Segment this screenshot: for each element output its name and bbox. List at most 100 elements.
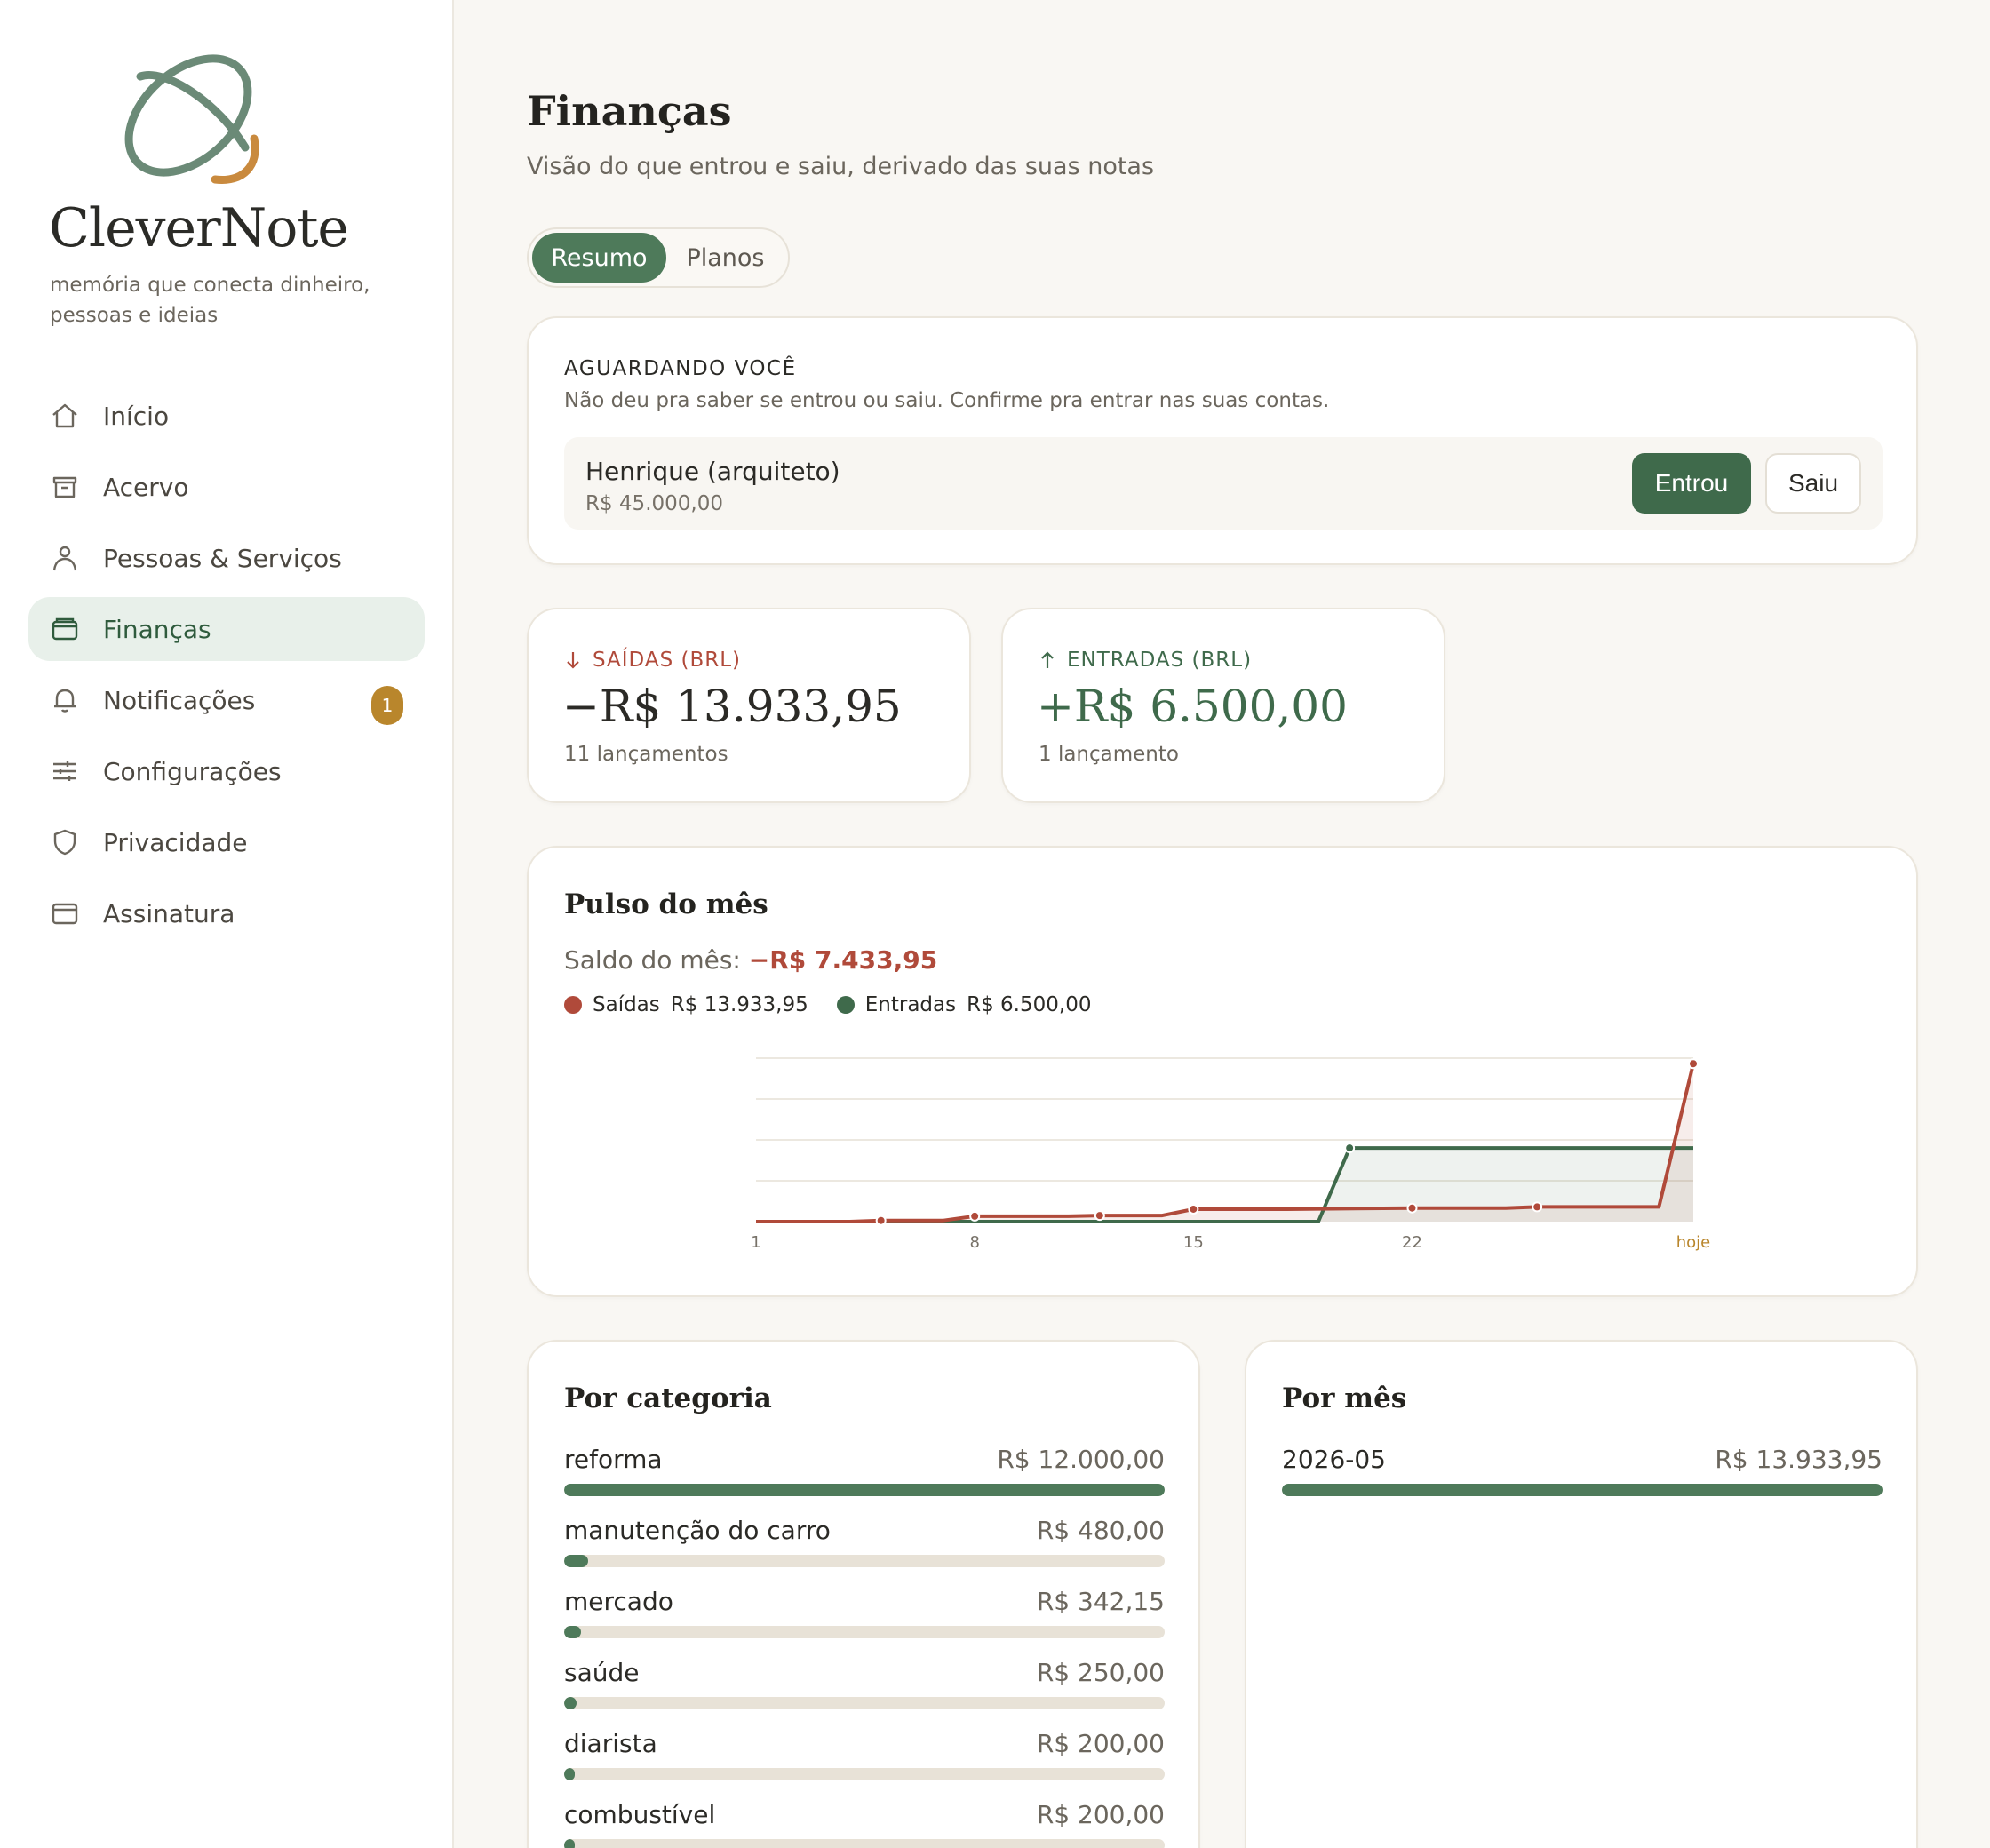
sidebar-item-notificacoes[interactable]: Notificações 1 [28,668,425,732]
arrow-up-icon [1041,651,1054,668]
legend-entradas-dot [836,996,855,1014]
sidebar-item-label: Assinatura [103,898,235,928]
kpi-saidas-value: −R$ 13.933,95 [562,681,902,732]
sidebar-item-acervo[interactable]: Acervo [28,455,425,519]
sidebar-item-label: Início [103,401,170,431]
pulse-card: Pulso do mês Saldo do mês: −R$ 7.433,95 … [527,846,1918,1297]
tab-planos[interactable]: Planos [686,243,765,272]
sidebar-item-pessoas[interactable]: Pessoas & Serviços [28,526,425,590]
x-tick-label: 8 [969,1233,979,1252]
page-subtitle: Visão do que entrou e saiu, derivado das… [527,153,1155,180]
page-title: Finanças [527,87,732,135]
category-row: manutenção do carro R$ 480,00 [564,1516,1165,1587]
month-balance-label: Saldo do mês: [564,945,741,975]
series-line-saídas [756,1063,1695,1223]
series-line-entradas [756,1146,1693,1223]
series-point-saídas [1188,1203,1199,1215]
person-icon [52,546,77,571]
category-row-name: diarista [564,1729,657,1758]
pulse-title: Pulso do mês [564,888,768,920]
category-row-name: reforma [564,1445,663,1474]
month-row: 2026-05 R$ 13.933,95 [1282,1445,1883,1516]
legend-entradas-name: Entradas [864,993,957,1016]
tab-resumo[interactable]: Resumo [532,233,666,283]
arrow-down-icon [567,652,579,669]
card-icon [52,903,78,925]
kpi-saidas-label-text: SAÍDAS (BRL) [593,649,742,672]
month-balance-value: −R$ 7.433,95 [748,945,938,975]
category-row-value: R$ 342,15 [1036,1587,1165,1616]
sidebar-item-label: Acervo [103,472,189,502]
pending-card: AGUARDANDO VOCÊ Não deu pra saber se ent… [527,316,1918,565]
category-row-bar-track [564,1768,1165,1780]
month-row-value: R$ 13.933,95 [1715,1445,1883,1474]
month-card: Por mês 2026-05 R$ 13.933,95 [1245,1340,1918,1848]
home-icon [52,403,77,428]
saiu-button[interactable]: Saiu [1765,453,1861,514]
sidebar-item-inicio[interactable]: Início [28,384,425,448]
kpi-entradas-label-text: ENTRADAS (BRL) [1067,649,1253,672]
x-tick-label: 15 [1183,1233,1204,1252]
pending-item-name: Henrique (arquiteto) [585,457,840,486]
pending-item: Henrique (arquiteto) R$ 45.000,00 Entrou… [564,437,1883,530]
category-row-bar-track [564,1697,1165,1709]
category-title: Por categoria [564,1382,772,1414]
view-tabs: Resumo Planos [527,227,790,288]
sidebar-item-configuracoes[interactable]: Configurações [28,739,425,803]
kpi-entradas-label: ENTRADAS (BRL) [1039,649,1252,672]
month-row-name: 2026-05 [1282,1445,1386,1474]
sidebar-item-assinatura[interactable]: Assinatura [28,881,425,945]
legend-saidas-value: R$ 13.933,95 [670,993,808,1016]
wallet-icon [52,617,78,641]
series-area-entradas [756,1148,1693,1222]
category-row-bar-fill [564,1839,575,1848]
category-row-value: R$ 200,00 [1036,1729,1165,1758]
category-row-name: mercado [564,1587,673,1616]
series-point-saídas [1532,1201,1543,1213]
category-row: saúde R$ 250,00 [564,1658,1165,1729]
kpi-entradas-card: ENTRADAS (BRL) +R$ 6.500,00 1 lançamento [1001,608,1445,803]
category-row-bar-track [564,1839,1165,1848]
category-row: mercado R$ 342,15 [564,1587,1165,1658]
series-point-saídas [875,1215,887,1226]
sliders-icon [53,761,76,781]
category-row-name: manutenção do carro [564,1516,831,1545]
sidebar-item-label: Privacidade [103,827,248,857]
notification-count-badge: 1 [371,686,403,725]
pending-title: AGUARDANDO VOCÊ [564,357,797,380]
pulse-chart: 1 8 15 22 hoje [751,1057,1711,1252]
sidebar-item-privacidade[interactable]: Privacidade [28,810,425,874]
category-row-bar-fill [564,1484,1165,1496]
category-row-bar-fill [564,1555,589,1567]
category-row-name: combustível [564,1800,716,1829]
category-row-bar-track [564,1626,1165,1638]
chart-legend: Saídas R$ 13.933,95 Entradas R$ 6.500,00 [564,993,1119,1016]
kpi-entradas-value: +R$ 6.500,00 [1037,681,1348,732]
sidebar-item-label: Notificações [103,685,256,715]
series-point-saídas [1406,1202,1418,1214]
brand-name: CleverNote [49,197,349,259]
pending-item-amount: R$ 45.000,00 [585,492,723,515]
shield-icon [53,829,76,856]
month-balance: Saldo do mês: −R$ 7.433,95 [564,945,937,975]
series-point-saídas [969,1210,981,1222]
x-tick-label: hoje [1676,1233,1711,1252]
sidebar-item-label: Pessoas & Serviços [103,543,342,573]
category-list: reforma R$ 12.000,00 manutenção do carro R$… [564,1445,1165,1848]
category-row: reforma R$ 12.000,00 [564,1445,1165,1516]
clevernote-logo-icon [124,54,259,184]
series-point-saídas [1688,1058,1699,1070]
sidebar-item-financas[interactable]: Finanças [28,597,425,661]
entrou-button[interactable]: Entrou [1632,453,1751,514]
kpi-saidas-card: SAÍDAS (BRL) −R$ 13.933,95 11 lançamento… [527,608,971,803]
brand-tagline: memória que conecta dinheiro, pessoas e … [50,274,370,327]
category-row-bar-track [564,1484,1165,1496]
legend-entradas-value: R$ 6.500,00 [967,993,1092,1016]
category-row: diarista R$ 200,00 [564,1729,1165,1800]
kpi-saidas-count: 11 lançamentos [564,743,728,766]
legend-saidas-dot [564,996,582,1014]
x-tick-label: 22 [1402,1233,1422,1252]
category-row-value: R$ 200,00 [1036,1800,1165,1829]
sidebar: CleverNote memória que conecta dinheiro,… [0,0,454,1848]
month-row-bar-fill [1282,1484,1883,1496]
